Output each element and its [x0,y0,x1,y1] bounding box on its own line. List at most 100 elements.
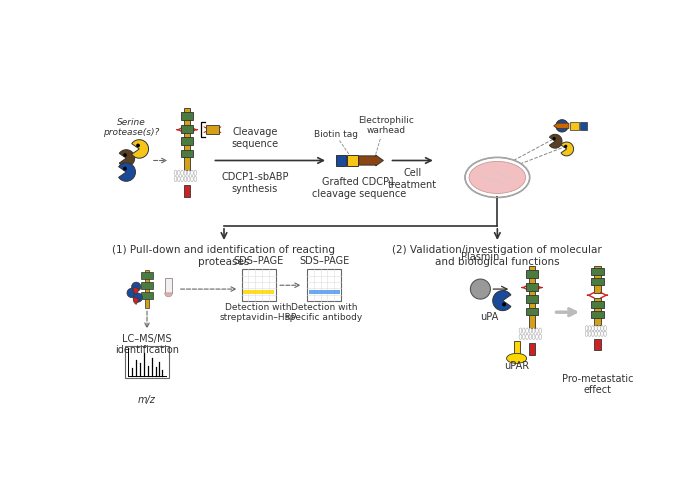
Bar [336,155,346,166]
Text: (1) Pull-down and identification of reacting
proteases: (1) Pull-down and identification of reac… [113,245,335,267]
Bar [594,298,601,325]
Ellipse shape [585,326,588,331]
Bar [181,125,193,133]
Bar [526,307,538,315]
Ellipse shape [536,334,538,339]
Text: SDS–PAGE: SDS–PAGE [299,256,349,266]
Ellipse shape [194,176,197,182]
Bar [594,266,601,293]
Bar [307,269,341,302]
Ellipse shape [589,331,591,336]
Ellipse shape [190,170,193,176]
Bar [181,150,193,157]
Bar [529,343,535,355]
Ellipse shape [184,170,187,176]
Text: Plasmin: Plasmin [461,252,500,262]
Ellipse shape [194,170,197,176]
Ellipse shape [594,326,597,331]
Ellipse shape [585,331,588,336]
Ellipse shape [507,353,526,363]
Bar [145,270,149,308]
Ellipse shape [177,176,180,182]
Wedge shape [550,135,562,148]
Circle shape [124,154,126,156]
Ellipse shape [592,331,594,336]
Ellipse shape [526,328,528,333]
Ellipse shape [594,331,597,336]
Text: Electrophilic
warhead: Electrophilic warhead [358,116,414,135]
Bar [181,137,193,145]
Ellipse shape [526,334,528,339]
Ellipse shape [604,326,606,331]
Bar [309,290,340,294]
Wedge shape [164,293,172,297]
Bar [241,269,276,302]
Ellipse shape [598,331,601,336]
Ellipse shape [174,170,177,176]
Bar [591,278,604,285]
Text: SDS–PAGE: SDS–PAGE [234,256,284,266]
Ellipse shape [181,176,183,182]
Ellipse shape [188,170,190,176]
Bar [347,155,358,166]
Bar [244,290,274,294]
Wedge shape [493,290,511,311]
Bar [164,277,172,293]
Bar [141,272,153,279]
Text: Pro-metastatic
effect: Pro-metastatic effect [561,374,634,395]
Bar [594,339,601,350]
Ellipse shape [601,331,603,336]
FancyArrow shape [554,123,569,129]
Ellipse shape [519,328,522,333]
Text: Cell
treatment: Cell treatment [388,168,438,190]
Ellipse shape [469,161,526,194]
Bar [125,346,169,378]
Wedge shape [561,142,573,156]
Circle shape [470,279,491,299]
Text: Serine
protease(s)?: Serine protease(s)? [103,118,159,137]
Text: Biotin tag: Biotin tag [314,130,358,139]
Ellipse shape [598,326,601,331]
Ellipse shape [539,328,542,333]
Ellipse shape [604,331,606,336]
Bar [206,125,218,134]
Circle shape [136,144,139,147]
Bar [591,301,604,307]
Circle shape [124,167,126,170]
Text: LC–MS/MS
identification: LC–MS/MS identification [115,334,179,355]
Ellipse shape [181,170,183,176]
Text: Cleavage
sequence: Cleavage sequence [231,127,279,149]
Bar [526,270,538,277]
Wedge shape [133,287,139,294]
Text: Grafted CDCP1
cleavage sequence: Grafted CDCP1 cleavage sequence [312,178,406,199]
Bar [514,341,519,358]
Circle shape [132,282,141,291]
Ellipse shape [589,326,591,331]
Bar [526,283,538,290]
Text: Detection with
specific antibody: Detection with specific antibody [286,303,363,322]
Ellipse shape [522,328,525,333]
Ellipse shape [601,326,603,331]
Ellipse shape [188,176,190,182]
Circle shape [503,303,505,306]
Wedge shape [133,297,139,304]
Bar [181,112,193,120]
Bar [184,108,190,170]
Ellipse shape [174,176,177,182]
Text: m/z: m/z [138,395,156,405]
Text: uPAR: uPAR [504,361,529,371]
Circle shape [553,138,555,139]
Ellipse shape [184,176,187,182]
Bar [141,292,153,299]
Bar [529,266,535,328]
Ellipse shape [536,328,538,333]
Bar [591,311,604,318]
Circle shape [556,120,568,132]
Ellipse shape [532,334,535,339]
Ellipse shape [465,157,530,197]
Ellipse shape [177,170,180,176]
Wedge shape [119,150,134,166]
Text: uPA: uPA [480,312,499,322]
Ellipse shape [529,328,532,333]
Ellipse shape [532,328,535,333]
